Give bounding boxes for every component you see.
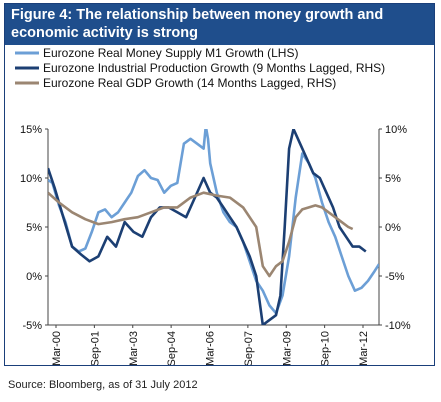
chart: Eurozone Real Money Supply M1 Growth (LH… (15, 46, 411, 365)
title-bar: Figure 4: The relationship between money… (5, 4, 434, 45)
y-left-tick-label: 0% (26, 271, 42, 283)
figure-frame: Figure 4: The relationship between money… (4, 3, 435, 366)
y-right-tick-label: 5% (385, 173, 401, 185)
x-tick-label: Mar-03 (128, 331, 140, 365)
y-left-tick-label: 5% (26, 222, 42, 234)
legend-label-2: Eurozone Industrial Production Growth (9… (43, 61, 385, 75)
y-right-tick-label: -10% (385, 320, 411, 332)
x-tick-label: Sep-01 (89, 331, 101, 365)
y-left-tick-label: 15% (20, 124, 42, 136)
y-right-tick-label: 0% (385, 222, 401, 234)
series-line-2 (48, 129, 367, 325)
y-right-tick-label: -5% (385, 271, 405, 283)
chart-title-line-2: economic activity is strong (11, 25, 198, 41)
x-tick-label: Mar-06 (205, 331, 217, 365)
legend-label-1: Eurozone Real Money Supply M1 Growth (LH… (43, 46, 298, 60)
x-tick-label: Mar-00 (51, 331, 63, 365)
y-left-tick-label: 10% (20, 173, 42, 185)
x-tick-label: Sep-07 (243, 331, 255, 365)
series-line-1 (48, 129, 379, 315)
y-right-tick-label: 10% (385, 124, 407, 136)
legend-label-3: Eurozone Real GDP Growth (14 Months Lagg… (43, 76, 336, 90)
x-tick-label: Sep-10 (320, 331, 332, 365)
x-tick-label: Sep-04 (166, 331, 178, 365)
source-note: Source: Bloomberg, as of 31 July 2012 (8, 379, 198, 391)
x-tick-label: Mar-09 (281, 331, 293, 365)
chart-title-line-1: Figure 4: The relationship between money… (11, 7, 384, 23)
series-line-3 (48, 191, 354, 278)
x-tick-label: Mar-12 (358, 331, 370, 365)
y-left-tick-label: -5% (22, 320, 42, 332)
